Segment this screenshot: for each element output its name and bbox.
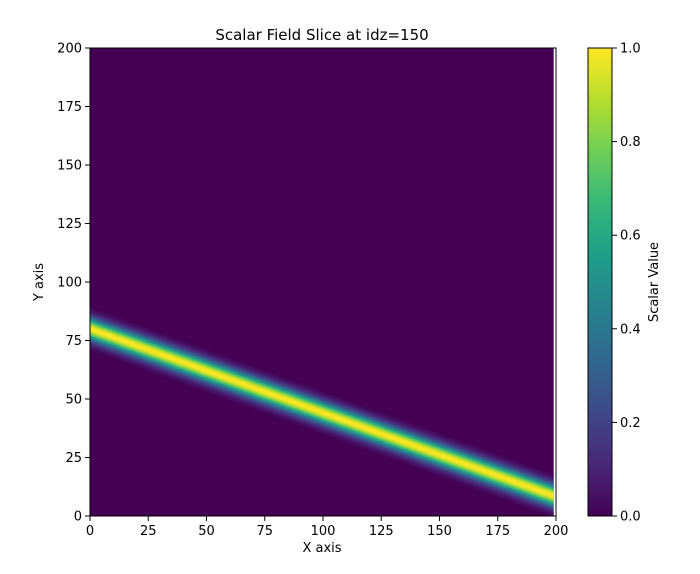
- y-tick-label: 175: [57, 100, 82, 115]
- x-axis-label: X axis: [302, 541, 341, 556]
- y-tick-label: 150: [57, 159, 82, 174]
- x-tick-label: 150: [427, 524, 452, 539]
- colorbar-ticks: 0.0 0.2 0.4 0.6 0.8 1.0: [612, 42, 641, 525]
- y-tick-label: 25: [65, 451, 82, 466]
- y-axis: 0 25 50 75 100 125 150 175 200: [57, 42, 90, 525]
- y-tick-label: 75: [65, 334, 82, 349]
- chart-title: Scalar Field Slice at idz=150: [215, 26, 428, 44]
- x-tick-label: 25: [140, 524, 157, 539]
- colorbar-label: Scalar Value: [647, 242, 662, 322]
- y-tick-label: 200: [57, 42, 82, 57]
- heatmap-band: [90, 307, 554, 516]
- x-tick-label: 75: [256, 524, 273, 539]
- colorbar-tick-label: 0.8: [620, 135, 641, 150]
- colorbar: 0.0 0.2 0.4 0.6 0.8 1.0 Scalar Value: [587, 42, 662, 525]
- x-tick-label: 200: [544, 524, 569, 539]
- y-tick-label: 50: [65, 393, 82, 408]
- y-tick-label: 100: [57, 276, 82, 291]
- y-tick-label: 0: [74, 510, 82, 525]
- colorbar-tick-label: 0.0: [620, 510, 641, 525]
- x-tick-label: 0: [86, 524, 94, 539]
- x-tick-label: 100: [311, 524, 336, 539]
- colorbar-tick-label: 0.6: [620, 229, 641, 244]
- y-axis-label: Y axis: [32, 263, 47, 302]
- x-tick-label: 125: [369, 524, 394, 539]
- y-tick-label: 125: [57, 217, 82, 232]
- colorbar-tick-label: 0.2: [620, 416, 641, 431]
- colorbar-gradient: [587, 47, 613, 517]
- x-tick-label: 50: [198, 524, 215, 539]
- x-axis: 0 25 50 75 100 125 150 175 200: [86, 516, 569, 539]
- colorbar-tick-label: 0.4: [620, 322, 641, 337]
- heatmap: [89, 47, 557, 517]
- x-tick-label: 175: [485, 524, 510, 539]
- colorbar-tick-label: 1.0: [620, 42, 641, 57]
- heatmap-background: [90, 48, 554, 516]
